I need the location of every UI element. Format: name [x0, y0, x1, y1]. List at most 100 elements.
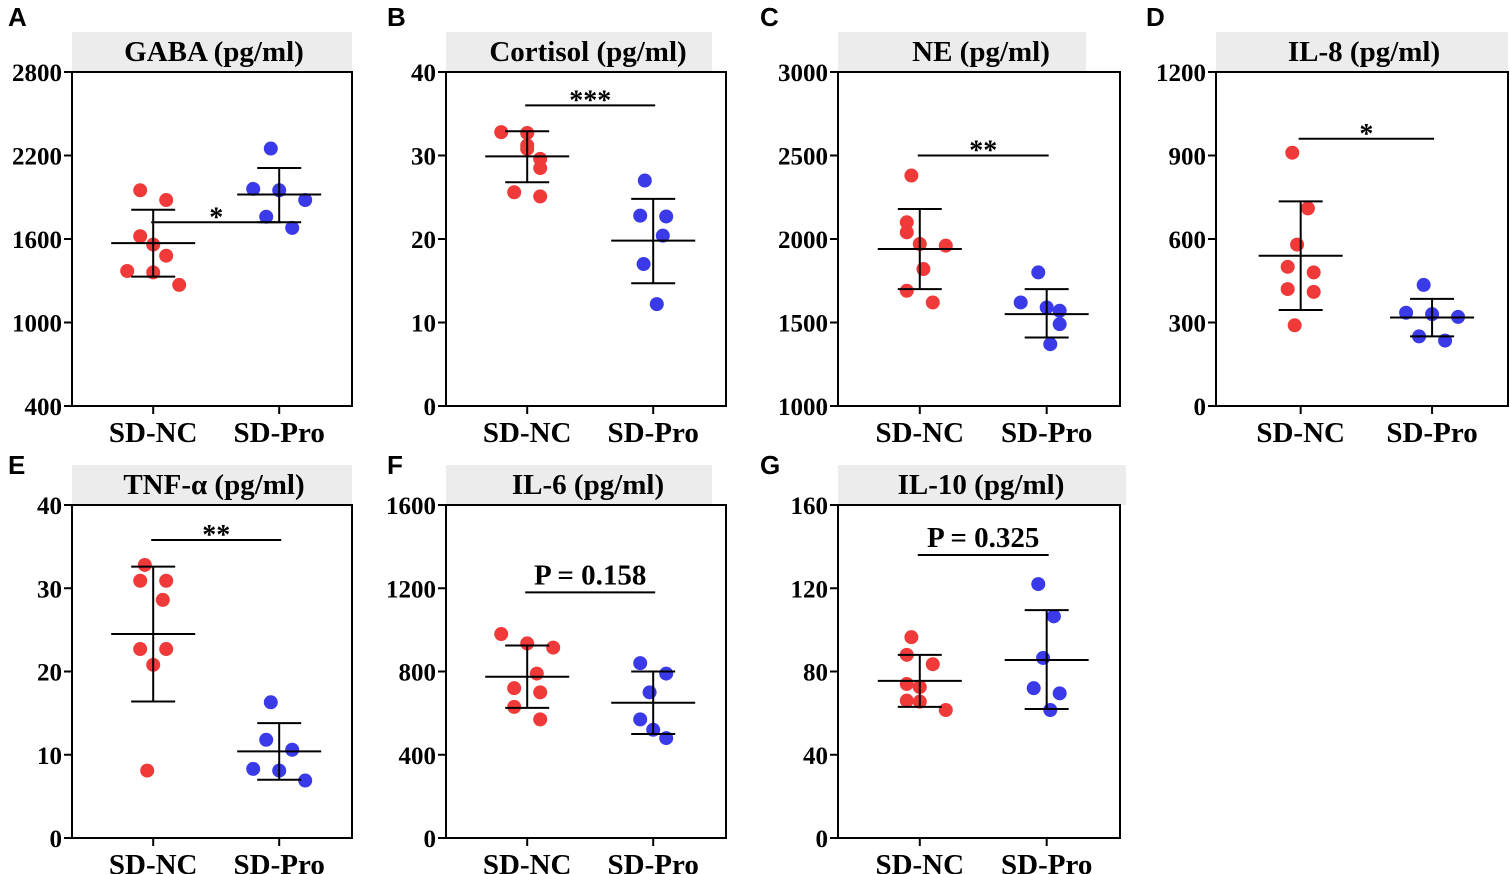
y-tick-label: 2200: [12, 144, 62, 171]
x-category-label: SD-NC: [875, 849, 964, 874]
data-point-sd-nc: [904, 630, 919, 645]
x-category-label: SD-Pro: [608, 849, 699, 874]
data-point-sd-nc: [133, 229, 148, 244]
data-point-sd-nc: [529, 666, 544, 681]
significance-label: **: [202, 520, 230, 551]
data-point-sd-nc: [1280, 259, 1295, 274]
significance-label: *: [209, 202, 223, 233]
chart-title: TNF-α (pg/ml): [123, 469, 304, 501]
data-point-sd-nc: [899, 676, 914, 691]
data-point-sd-nc: [938, 238, 953, 253]
data-point-sd-pro: [637, 173, 652, 188]
y-tick-label: 800: [399, 660, 437, 687]
data-point-sd-nc: [533, 712, 548, 727]
plot-frame: [71, 504, 353, 839]
title-box: [838, 465, 1126, 505]
data-point-sd-pro: [1416, 277, 1431, 292]
data-point-sd-nc: [925, 657, 940, 672]
data-point-sd-nc: [159, 248, 174, 263]
data-point-sd-pro: [1399, 305, 1414, 320]
chart-panel-d: D IL-8 (pg/ml) 0 300 600 900 1200 SD-NC SD-Pro *: [1146, 2, 1509, 449]
data-point-sd-pro: [1036, 650, 1051, 665]
chart-title: NE (pg/ml): [912, 36, 1050, 68]
x-category-label: SD-Pro: [1001, 849, 1092, 874]
significance-label: P = 0.158: [534, 559, 646, 591]
panel-letter: F: [387, 450, 403, 480]
significance-label: **: [969, 136, 997, 167]
x-category-label: SD-NC: [483, 849, 572, 874]
data-point-sd-pro: [263, 695, 278, 710]
y-tick-label: 0: [424, 394, 437, 421]
chart-panel-f: F IL-6 (pg/ml) 0 400 800 1200 1600 SD-NC SD-Pro P…: [386, 450, 727, 874]
data-point-sd-nc: [133, 642, 148, 657]
y-tick-label: 1600: [386, 493, 436, 520]
data-point-sd-nc: [1290, 237, 1305, 252]
plot-frame: [837, 71, 1121, 407]
data-point-sd-pro: [1013, 295, 1028, 310]
panel-letter: E: [8, 450, 25, 480]
data-point-sd-nc: [533, 161, 548, 176]
data-point-sd-nc: [520, 636, 535, 651]
data-point-sd-pro: [1043, 703, 1058, 718]
data-point-sd-pro: [633, 712, 648, 727]
y-tick-label: 2500: [778, 144, 828, 171]
panel-letter: C: [760, 2, 779, 32]
y-tick-label: 0: [50, 826, 63, 853]
data-point-sd-nc: [925, 295, 940, 310]
data-point-sd-nc: [159, 642, 174, 657]
data-point-sd-nc: [494, 125, 509, 140]
data-point-sd-pro: [636, 257, 651, 272]
data-point-sd-pro: [1043, 337, 1058, 352]
x-category-label: SD-Pro: [234, 417, 325, 449]
y-tick-label: 40: [37, 493, 62, 520]
title-box: [446, 465, 712, 505]
y-tick-label: 600: [1169, 227, 1207, 254]
x-category-label: SD-NC: [875, 417, 964, 449]
plot-frame: [445, 71, 727, 407]
y-tick-label: 20: [37, 660, 62, 687]
title-box: [1216, 32, 1508, 72]
data-point-sd-nc: [137, 557, 152, 572]
data-point-sd-nc: [1287, 318, 1302, 333]
data-point-sd-nc: [546, 640, 561, 655]
data-point-sd-nc: [507, 681, 522, 696]
data-point-sd-nc: [507, 185, 522, 200]
data-point-sd-nc: [1280, 282, 1295, 297]
data-point-sd-nc: [533, 685, 548, 700]
y-tick-label: 1600: [12, 227, 62, 254]
plot-frame: [445, 504, 727, 839]
data-point-sd-nc: [904, 168, 919, 183]
data-point-sd-nc: [533, 189, 548, 204]
significance-label: P = 0.325: [927, 522, 1039, 554]
title-box: [838, 32, 1086, 72]
data-point-sd-nc: [159, 573, 174, 588]
data-point-sd-nc: [133, 573, 148, 588]
y-tick-label: 300: [1169, 311, 1207, 338]
data-point-sd-pro: [263, 141, 278, 156]
data-point-sd-pro: [649, 297, 664, 312]
data-point-sd-nc: [159, 193, 174, 208]
chart-panel-e: E TNF-α (pg/ml) 0 10 20 30 40 SD-NC SD-Pro **: [8, 450, 353, 874]
panel-letter: B: [387, 2, 406, 32]
data-point-sd-pro: [259, 732, 274, 747]
data-point-sd-nc: [494, 627, 509, 642]
data-point-sd-nc: [899, 693, 914, 708]
data-point-sd-pro: [659, 666, 674, 681]
y-tick-label: 1000: [12, 311, 62, 338]
y-tick-label: 10: [411, 311, 436, 338]
y-tick-label: 0: [816, 826, 829, 853]
y-tick-label: 0: [424, 826, 437, 853]
y-tick-label: 30: [37, 576, 62, 603]
chart-title: IL-8 (pg/ml): [1288, 36, 1440, 68]
panel-letter: D: [1146, 2, 1165, 32]
data-point-sd-pro: [246, 181, 261, 196]
data-point-sd-pro: [1052, 303, 1067, 318]
data-point-sd-pro: [633, 656, 648, 671]
data-point-sd-pro: [1052, 317, 1067, 332]
data-point-sd-nc: [938, 703, 953, 718]
y-tick-label: 40: [411, 60, 436, 87]
data-point-sd-pro: [285, 220, 300, 235]
x-category-label: SD-Pro: [1386, 417, 1477, 449]
data-point-sd-nc: [899, 283, 914, 298]
data-point-sd-pro: [642, 685, 657, 700]
